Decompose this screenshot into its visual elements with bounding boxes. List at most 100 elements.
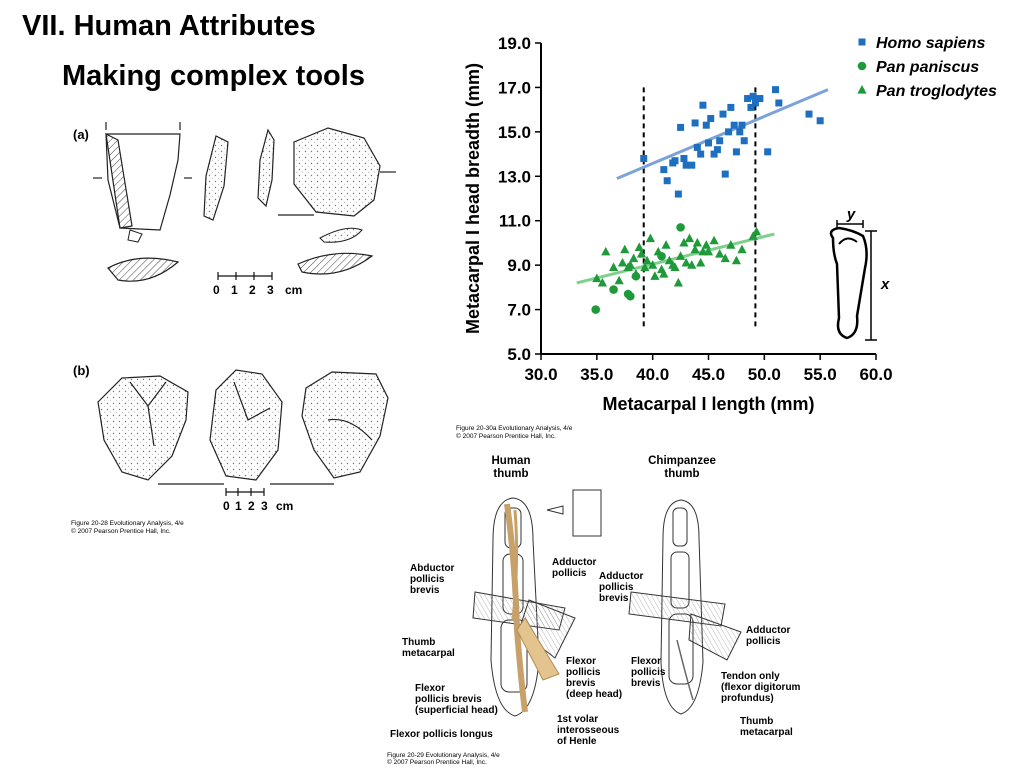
label-thumb-metacarpal-chimp: Thumb metacarpal — [740, 716, 793, 738]
pan-paniscus-point — [609, 285, 618, 294]
label-flexor-pollicis-brevis-chimp: Flexor pollicis brevis — [631, 656, 666, 689]
pan-troglodytes-point — [679, 237, 689, 247]
pan-troglodytes-point — [720, 253, 730, 263]
pan-troglodytes-point — [645, 233, 656, 243]
pan-troglodytes-point — [709, 235, 719, 245]
pan-troglodytes-point — [737, 244, 747, 254]
x-tick-label: 35.0 — [580, 365, 613, 384]
thumb-caption-line2: © 2007 Pearson Prentice Hall, Inc. — [387, 759, 487, 766]
y-tick-label: 7.0 — [507, 301, 531, 320]
homo-sapiens-point — [732, 148, 740, 156]
scale-a-unit: cm — [285, 283, 303, 297]
homo-sapiens-point — [721, 170, 729, 178]
pan-troglodytes-point — [751, 226, 762, 236]
scale-bar-b — [225, 488, 265, 496]
pan-troglodytes-point — [620, 244, 630, 254]
homo-sapiens-point — [710, 150, 718, 158]
x-tick-label: 30.0 — [524, 365, 557, 384]
tool-b1-handaxe — [97, 375, 189, 481]
homo-sapiens-point — [707, 115, 715, 123]
y-tick-label: 11.0 — [499, 212, 531, 231]
pan-troglodytes-point — [696, 257, 706, 267]
pan-troglodytes-point — [692, 237, 702, 247]
pan-troglodytes-point — [670, 262, 680, 271]
scale-a-3: 3 — [267, 283, 274, 297]
homo-sapiens-point — [699, 101, 707, 109]
x-tick-label: 55.0 — [804, 365, 837, 384]
legend-label: Pan paniscus — [876, 59, 979, 76]
label-tendon-only: Tendon only (flexor digitorum profundus) — [721, 671, 801, 704]
homo-sapiens-point — [691, 119, 699, 127]
pan-troglodytes-point — [681, 257, 691, 267]
trend-line — [576, 232, 775, 285]
scale-b-2: 2 — [248, 499, 255, 513]
homo-sapiens-point — [772, 86, 779, 94]
pan-troglodytes-point — [614, 275, 624, 285]
chart-caption-line2: © 2007 Pearson Prentice Hall, Inc. — [456, 433, 556, 440]
tool-a3-side — [257, 128, 275, 208]
slide-title: VII. Human Attributes — [22, 10, 316, 42]
pan-troglodytes-point — [608, 262, 619, 271]
pan-troglodytes-point — [684, 233, 695, 243]
inset-x-label: x — [880, 276, 890, 293]
scale-b-1: 1 — [235, 499, 242, 513]
scale-b-3: 3 — [261, 499, 268, 513]
homo-sapiens-point — [660, 166, 668, 174]
label-flexor-pollicis-brevis-superficial: Flexor pollicis brevis (superficial head… — [415, 683, 498, 716]
stone-tools-illustration — [93, 122, 396, 496]
y-tick-label: 5.0 — [507, 345, 531, 364]
label-adductor-pollicis-brevis-chimp: Adductor pollicis brevis — [599, 571, 644, 604]
homo-sapiens-point — [640, 155, 648, 163]
label-abductor-pollicis-brevis: Abductor pollicis brevis — [410, 563, 455, 596]
inset-y-label: y — [846, 206, 856, 223]
homo-sapiens-point — [749, 92, 757, 100]
metacarpal-scatter-chart: 5.0 7.0 9.0 11.0 13.0 15.0 17.0 19.0 30.0 35.0 40.… — [463, 34, 997, 414]
homo-sapiens-point — [744, 95, 752, 103]
pan-troglodytes-point — [642, 255, 652, 265]
thumb-caption-line1: Figure 20-29 Evolutionary Analysis, 4/e — [387, 752, 500, 759]
tool-b2-handaxe — [209, 369, 283, 481]
pan-troglodytes-point — [631, 269, 641, 278]
homo-sapiens-point — [775, 99, 783, 107]
pan-troglodytes-point — [653, 246, 663, 256]
tool-a4-core — [278, 127, 396, 217]
label-adductor-pollicis-human: Adductor pollicis — [552, 557, 597, 579]
y-tick-label: 13.0 — [498, 167, 531, 186]
tools-caption-line2: © 2007 Pearson Prentice Hall, Inc. — [71, 528, 171, 535]
scale-a-2: 2 — [249, 283, 256, 297]
homo-sapiens-point — [725, 128, 733, 136]
pan-troglodytes-point — [601, 246, 611, 256]
tool-a1-front — [93, 122, 192, 231]
pan-troglodytes-point — [726, 240, 736, 249]
homo-sapiens-point — [764, 148, 772, 156]
x-tick-label: 60.0 — [859, 365, 892, 384]
homo-sapiens-point — [816, 117, 824, 125]
trend-line — [616, 88, 829, 180]
thumb-anatomy-illustration — [472, 489, 742, 717]
legend-marker — [858, 38, 866, 46]
y-tick-label: 19.0 — [498, 34, 531, 53]
y-tick-label: 17.0 — [498, 78, 531, 97]
label-flexor-pollicis-brevis-deep: Flexor pollicis brevis (deep head) — [566, 656, 623, 700]
homo-sapiens-point — [663, 177, 671, 185]
homo-sapiens-point — [688, 161, 696, 169]
pan-paniscus-point — [676, 223, 685, 232]
tools-caption-line1: Figure 20-28 Evolutionary Analysis, 4/e — [71, 520, 184, 527]
x-tick-label: 45.0 — [692, 365, 725, 384]
tool-b3-handaxe — [301, 371, 389, 479]
pan-troglodytes-point — [673, 277, 683, 287]
homo-sapiens-point — [682, 161, 690, 169]
homo-sapiens-point — [716, 137, 724, 145]
pan-troglodytes-point — [703, 246, 714, 256]
legend-marker — [857, 61, 867, 71]
pan-troglodytes-point — [748, 231, 758, 240]
scale-a-0: 0 — [213, 283, 220, 297]
pan-troglodytes-point — [640, 262, 650, 271]
scale-a-1: 1 — [231, 283, 238, 297]
pan-troglodytes-point — [701, 240, 711, 249]
legend-label: Homo sapiens — [876, 35, 985, 52]
homo-sapiens-point — [727, 103, 735, 111]
metacarpal-inset-diagram — [829, 220, 877, 341]
pan-troglodytes-point — [592, 273, 602, 283]
label-thumb-metacarpal: Thumb metacarpal — [402, 637, 455, 659]
